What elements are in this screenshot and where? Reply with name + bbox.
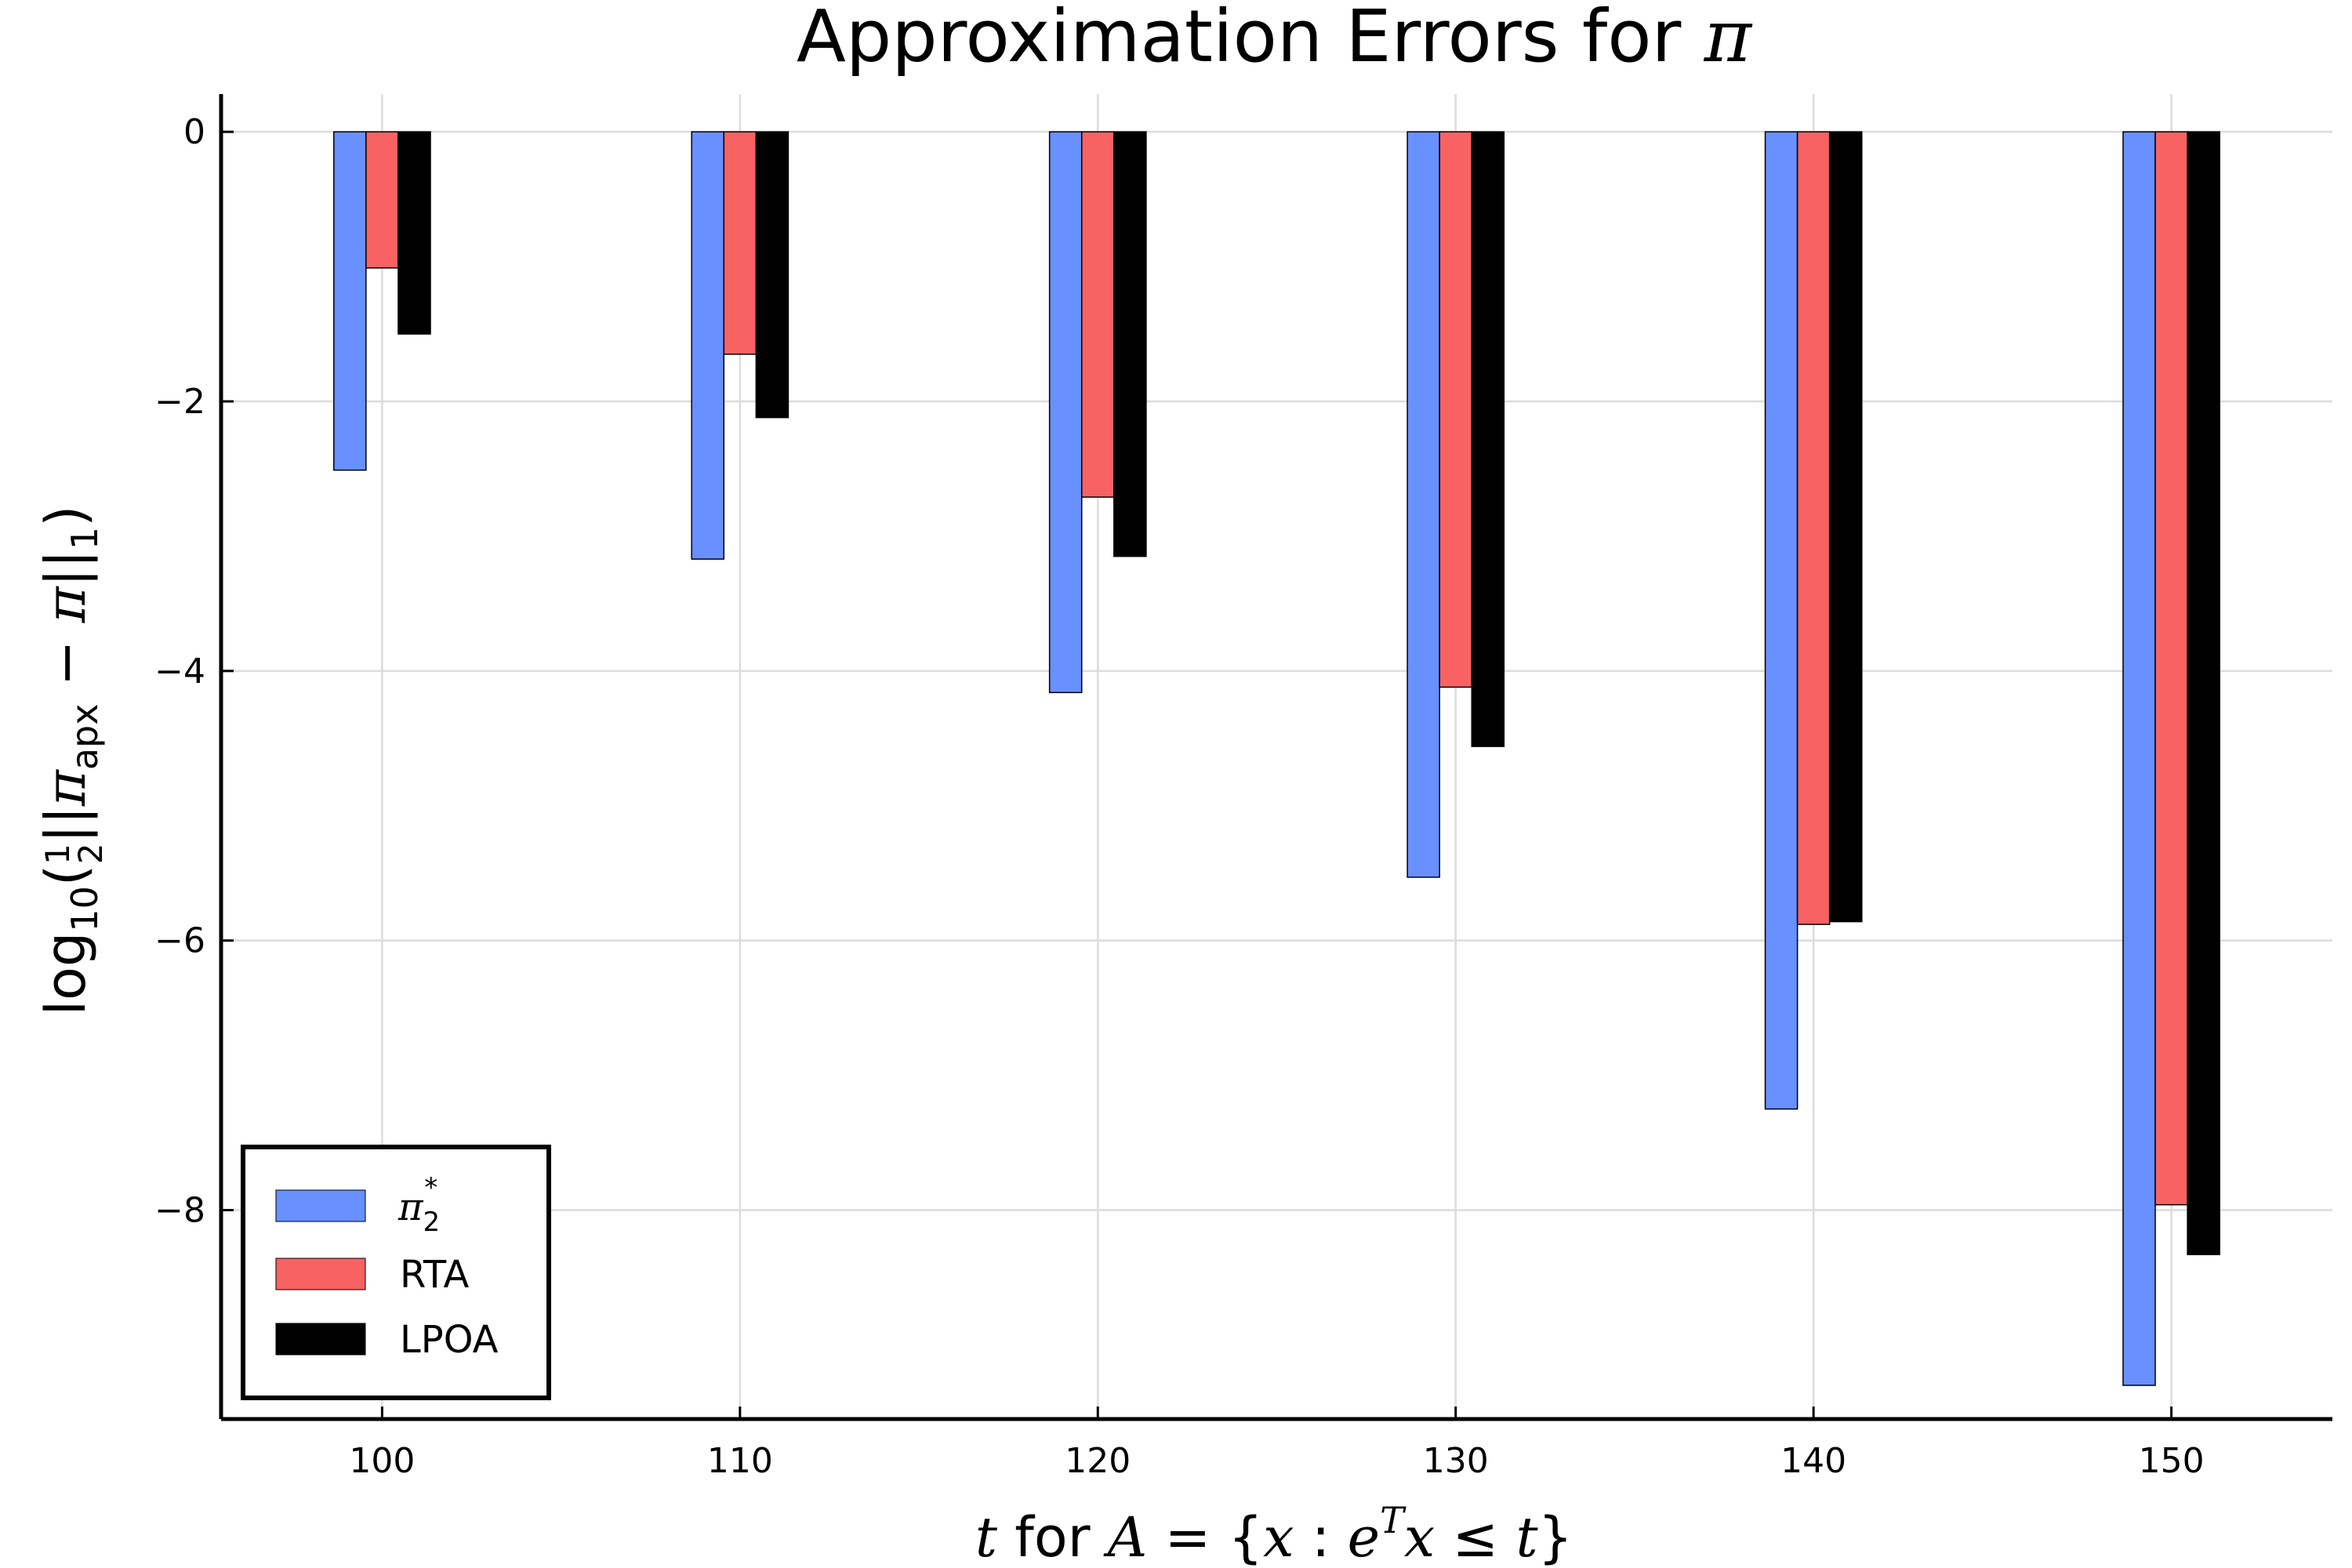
tick-labels: 100 110 120 130 140 150 0 −2 −4 −6 −8 [154, 112, 2204, 1481]
bar-series-0-x-120 [1048, 131, 1083, 694]
y-tick-label: −2 [154, 382, 205, 422]
bars [333, 131, 2220, 1386]
x-tick-label: 120 [1065, 1441, 1131, 1481]
bar-series-0-x-100 [333, 131, 367, 471]
legend-label-rta: RTA [400, 1253, 469, 1297]
chart-title: Approximation Errors for π [797, 0, 1753, 78]
bar-series-1-x-120 [1080, 131, 1115, 498]
y-axis-label: log10(12||πapx − π||1) [34, 506, 110, 1016]
legend-swatch-rta [275, 1258, 366, 1290]
legend-swatch-lpoa [275, 1323, 366, 1356]
legend-swatch-pi2-star [275, 1189, 366, 1222]
x-axis-label: t for A = {x : eTx ≤ t} [975, 1499, 1573, 1568]
bar-series-2-x-150 [2187, 131, 2220, 1256]
y-tick-label: −4 [154, 652, 205, 691]
legend-label-pi2-star: π2* [397, 1172, 440, 1238]
legend: π2* RTA LPOA [241, 1145, 551, 1400]
bar-series-0-x-130 [1406, 131, 1440, 878]
bar-series-0-x-140 [1764, 131, 1798, 1110]
x-tick-label: 140 [1780, 1441, 1846, 1481]
bar-series-2-x-100 [397, 131, 431, 335]
x-tick-label: 150 [2139, 1441, 2205, 1481]
bar-series-2-x-120 [1113, 131, 1147, 557]
legend-label-lpoa: LPOA [400, 1318, 499, 1362]
bar-series-0-x-110 [691, 131, 725, 560]
bar-series-1-x-110 [723, 131, 757, 355]
bar-series-1-x-130 [1439, 131, 1473, 688]
y-tick-label: −8 [154, 1191, 205, 1231]
bar-series-0-x-150 [2122, 131, 2156, 1386]
bar-series-2-x-130 [1471, 131, 1505, 747]
bar-series-1-x-140 [1796, 131, 1831, 925]
x-tick-label: 110 [707, 1441, 773, 1481]
x-tick-label: 100 [349, 1441, 415, 1481]
bar-series-2-x-110 [755, 131, 789, 419]
bar-series-2-x-140 [1828, 131, 1863, 923]
axes [219, 94, 2332, 1421]
bar-series-1-x-150 [2154, 131, 2188, 1206]
bar-series-1-x-100 [365, 131, 399, 269]
y-tick-label: 0 [183, 112, 205, 152]
y-tick-label: −6 [154, 921, 205, 961]
x-tick-label: 130 [1423, 1441, 1489, 1481]
